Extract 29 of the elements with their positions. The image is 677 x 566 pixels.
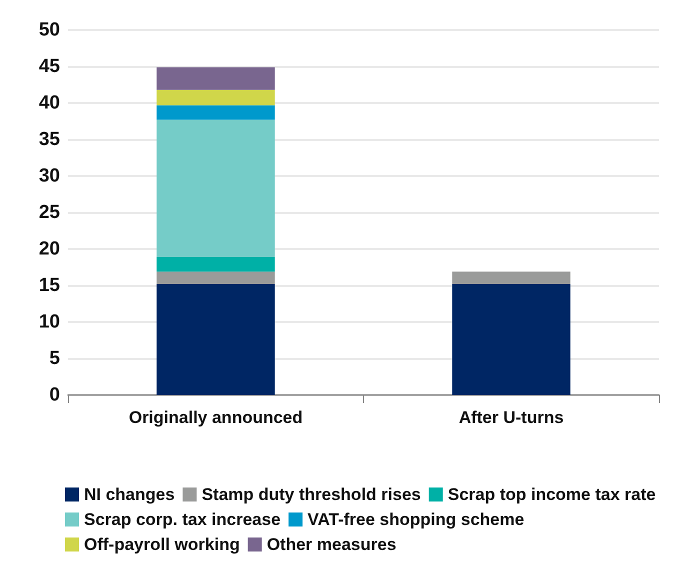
legend-label: VAT-free shopping scheme [308, 510, 524, 529]
bar [452, 272, 570, 284]
y-tick-label: 50 [38, 20, 60, 40]
y-tick-label: 15 [38, 275, 60, 296]
legend-label: Off-payroll working [84, 535, 240, 554]
y-tick-label: 30 [38, 166, 60, 186]
bar [156, 272, 275, 284]
bar [156, 120, 275, 258]
x-tick-label: Originally announced [128, 408, 303, 427]
x-tick-label: After U-turns [458, 408, 564, 427]
bar [156, 105, 275, 120]
y-tick-label: 5 [49, 348, 60, 369]
y-tick-label: 10 [38, 312, 60, 332]
legend-label: NI changes [84, 485, 175, 504]
bar [452, 284, 570, 395]
y-tick-label: 35 [38, 129, 60, 150]
legend-label: Stamp duty threshold rises [202, 485, 421, 504]
bar [156, 284, 275, 395]
y-tick-label: 40 [38, 92, 60, 114]
y-tick-label: 20 [38, 238, 60, 260]
y-tick-label: 0 [49, 384, 60, 406]
y-tick-label: 45 [38, 56, 60, 77]
bar [156, 90, 275, 106]
bar [156, 257, 275, 272]
bar [156, 67, 275, 90]
legend-label: Scrap top income tax rate [448, 485, 656, 504]
legend-label: Scrap corp. tax increase [84, 510, 281, 529]
y-tick-label: 25 [38, 202, 60, 223]
legend-label: Other measures [266, 535, 396, 554]
